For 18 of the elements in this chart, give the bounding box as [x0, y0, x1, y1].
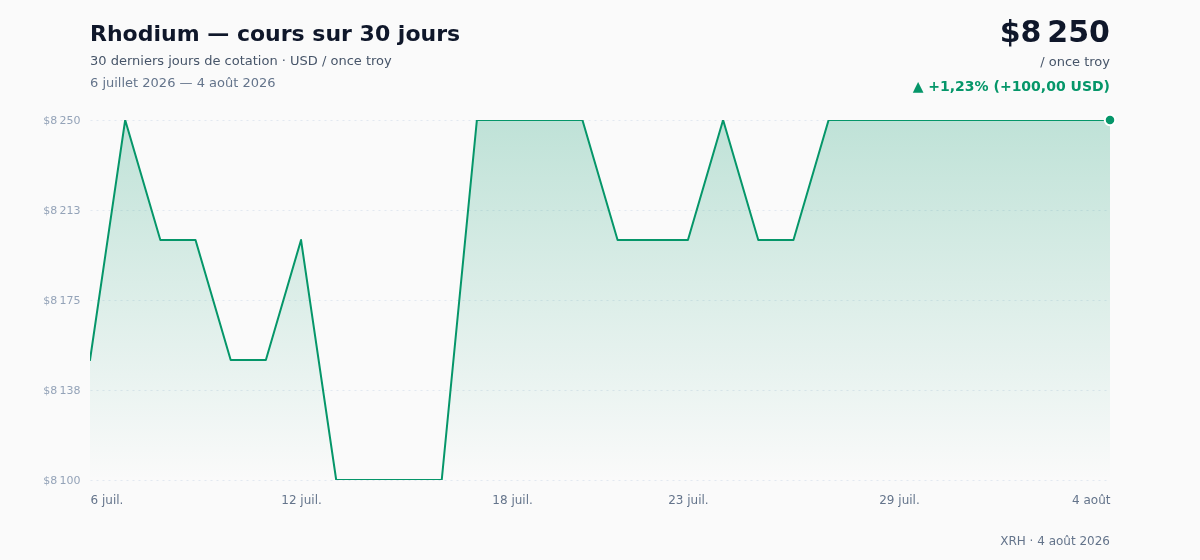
x-tick-label: 6 juil. [90, 492, 124, 507]
text: / once troy [1040, 54, 1111, 69]
x-tick-label: 29 juil. [879, 492, 920, 507]
text: XRH · 4 août 2026 [1000, 534, 1110, 548]
x-tick-label: 4 août [1072, 492, 1111, 507]
x-tick-label: 18 juil. [492, 492, 533, 507]
chart-subtitle: 30 derniers jours de cotation · USD / once troy [90, 53, 393, 68]
text: $8 250 [999, 14, 1110, 49]
y-tick-label: $8 138 [43, 383, 81, 397]
y-tick-label: $8 100 [43, 473, 81, 487]
text: ▲ +1,23% (+100,00 USD) [912, 78, 1110, 94]
x-tick-label: 12 juil. [281, 492, 322, 507]
y-tick-label: $8 175 [43, 293, 81, 307]
y-tick-label: $8 250 [43, 113, 81, 127]
text: 6 juillet 2026 — 4 août 2026 [90, 75, 276, 90]
y-tick-label: $8 213 [43, 203, 81, 217]
x-tick-label: 23 juil. [668, 492, 709, 507]
chart-title: Rhodium — cours sur 30 jours [90, 21, 461, 46]
